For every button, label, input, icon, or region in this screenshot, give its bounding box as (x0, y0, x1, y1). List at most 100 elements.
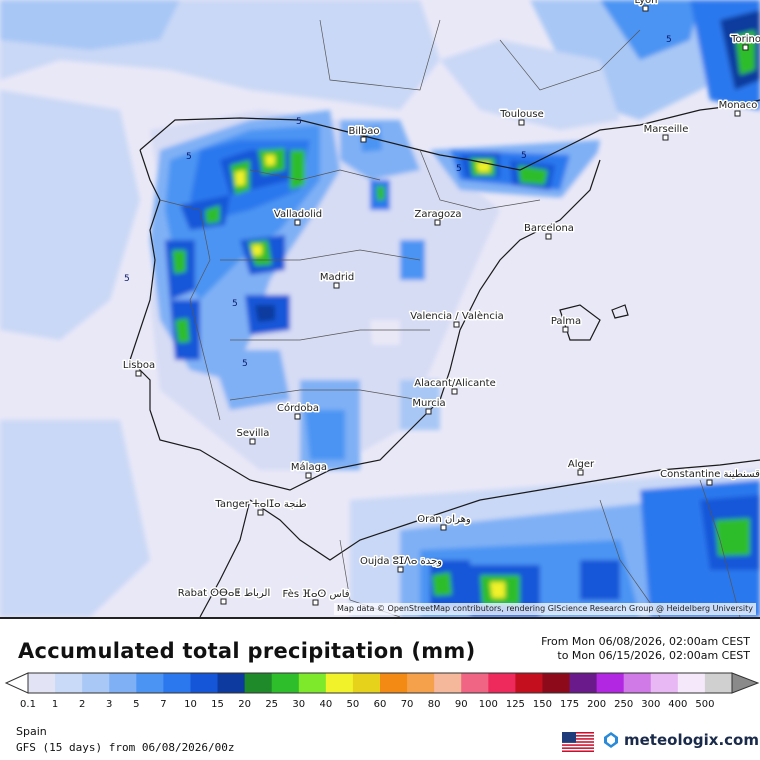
brand-name: meteologix.com (624, 731, 759, 749)
legend-swatch (136, 673, 164, 693)
legend-swatch (217, 673, 246, 693)
legend-tick-label: 7 (160, 699, 167, 710)
city-marker[interactable]: Sevilla (235, 427, 271, 445)
city-label: Madrid (320, 272, 354, 283)
legend-tick-label: 20 (238, 699, 251, 710)
legend-tick-label: 0.1 (20, 699, 36, 710)
city-dot (662, 134, 669, 141)
city-label: Córdoba (277, 402, 319, 414)
legend-swatch (407, 673, 435, 693)
city-dot (453, 321, 460, 328)
legend-footer: Accumulated total precipitation (mm) Fro… (0, 617, 760, 760)
city-label: Constantine قسنطينة (660, 469, 760, 480)
legend-colorbar (4, 672, 760, 694)
legend-swatch (596, 673, 625, 693)
legend-swatch (569, 673, 598, 693)
legend-swatch (704, 673, 733, 693)
legend-tick-label: 50 (346, 699, 360, 710)
city-dot (360, 136, 367, 143)
city-dot (545, 233, 552, 240)
city-marker[interactable]: Marseille (642, 123, 690, 141)
city-label: Valladolid (274, 209, 322, 220)
city-label: Torino (730, 34, 760, 45)
contour-label: 5 (242, 359, 248, 369)
city-dot (312, 599, 319, 606)
city-dot (642, 5, 649, 12)
city-marker[interactable]: Rabat ⵔⴱⴰⵟ الرباط (176, 587, 272, 605)
city-marker[interactable]: Lyon (633, 0, 659, 12)
legend-tick-label: 200 (587, 699, 607, 710)
city-marker[interactable]: Torino (729, 33, 760, 51)
map-canvas: 5 5 5 5 5 5 5 5 Lyon Torino Monaco Marseill… (0, 0, 760, 617)
city-marker[interactable]: Bilbao (347, 125, 381, 143)
city-layer: Lyon Torino Monaco Marseille Toulouse Bilbao V… (121, 0, 760, 606)
city-label: Alacant/Alicante (414, 378, 495, 389)
legend-swatch (650, 673, 679, 693)
city-marker[interactable]: Palma (549, 315, 583, 333)
city-marker[interactable]: Alger (566, 458, 597, 476)
city-marker[interactable]: Oran وهران (416, 513, 472, 531)
period-to: to Mon 06/15/2026, 02:00am CEST (557, 649, 750, 662)
city-label: Valencia / València (410, 310, 503, 322)
legend-tick-label: 30 (292, 699, 306, 710)
coastline (129, 99, 760, 617)
legend-swatch (325, 673, 354, 693)
legend-tick-label: 90 (454, 699, 468, 710)
legend-min-arrow (4, 672, 29, 694)
city-marker[interactable]: Córdoba (276, 401, 320, 420)
legend-border (27, 672, 733, 694)
contour-label: 5 (521, 151, 527, 161)
legend-swatch (542, 673, 571, 693)
city-marker[interactable]: Málaga (289, 460, 329, 479)
city-dot (135, 370, 142, 377)
legend-swatch (380, 673, 408, 693)
brand-logo[interactable]: meteologix.com (602, 731, 759, 749)
legend-swatch (82, 673, 110, 693)
city-marker[interactable]: Oujda ⵓⵊⴷⴰ وجدة (359, 555, 444, 573)
city-marker[interactable]: Barcelona (523, 222, 575, 240)
legend-swatch (461, 673, 489, 693)
us-flag-icon[interactable] (562, 732, 594, 752)
city-marker[interactable]: Monaco (717, 99, 759, 117)
city-marker[interactable]: Valencia / València (409, 309, 505, 328)
city-marker[interactable]: Toulouse (498, 108, 545, 126)
map-attribution: Map data © OpenStreetMap contributors, r… (334, 603, 756, 615)
city-label: Tanger ⵜⴰⵏⵊⴰ طنجة (214, 499, 306, 510)
legend-tick-label: 60 (373, 699, 387, 710)
city-label: Barcelona (524, 223, 574, 234)
legend-swatch (434, 673, 462, 693)
city-marker[interactable]: Madrid (318, 271, 356, 289)
legend-tick-label: 150 (532, 699, 552, 710)
period-from: From Mon 06/08/2026, 02:00am CEST (541, 635, 750, 648)
legend-swatch (244, 673, 273, 693)
city-label: Sevilla (237, 428, 270, 439)
city-marker[interactable]: Alacant/Alicante (413, 377, 497, 395)
city-marker[interactable]: Valladolid (272, 208, 324, 226)
legend-swatch (55, 673, 83, 693)
city-dot (257, 509, 264, 516)
legend-swatch (28, 673, 56, 693)
forecast-period: From Mon 06/08/2026, 02:00am CEST to Mon… (541, 635, 750, 663)
legend-tick-label: 10 (184, 699, 197, 710)
city-label: Fès ⴼⴰⵙ فاس (282, 588, 349, 600)
city-marker[interactable]: Tanger ⵜⴰⵏⵊⴰ طنجة (213, 498, 308, 516)
legend-swatch (352, 673, 381, 693)
city-dot (451, 388, 458, 395)
legend-swatch (677, 673, 706, 693)
city-marker[interactable]: Murcia (411, 397, 447, 415)
city-marker[interactable]: Fès ⴼⴰⵙ فاس (281, 587, 351, 606)
city-marker[interactable]: Zaragoza (413, 208, 463, 226)
city-dot (333, 282, 340, 289)
city-label: Lyon (634, 0, 657, 6)
city-marker[interactable]: Lisboa (121, 359, 157, 377)
legend-tick-label: 5 (133, 699, 140, 710)
city-marker[interactable]: Constantine قسنطينة (659, 468, 760, 486)
legend-tick-label: 400 (668, 699, 688, 710)
city-dot (562, 326, 569, 333)
city-dot (397, 566, 404, 573)
legend-tick-label: 2 (78, 699, 86, 710)
city-dot (220, 598, 227, 605)
precipitation-map[interactable]: 5 5 5 5 5 5 5 5 Lyon Torino Monaco Marseill… (0, 0, 760, 617)
legend-swatch (623, 673, 652, 693)
city-dot (742, 44, 749, 51)
